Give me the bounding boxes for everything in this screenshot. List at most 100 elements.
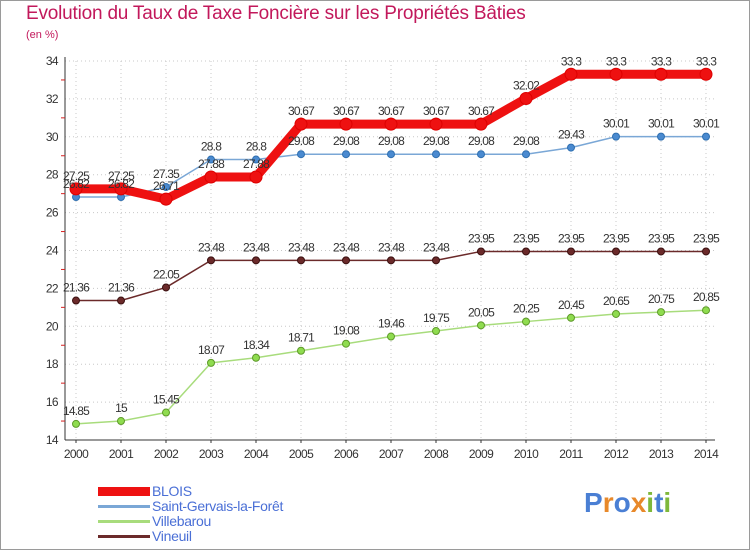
legend-label-blois: BLOIS [152, 483, 192, 499]
data-point [207, 358, 215, 367]
data-label: 23.48 [288, 240, 315, 254]
data-label: 18.07 [198, 343, 225, 357]
y-tick-label: 22 [46, 281, 59, 295]
data-label: 22.05 [153, 267, 180, 281]
data-point [252, 256, 260, 265]
data-label: 27.35 [153, 167, 180, 181]
y-tick-label: 30 [46, 130, 59, 144]
data-label: 30.67 [468, 104, 495, 118]
y-tick-label: 18 [46, 357, 59, 371]
data-label: 26.71 [153, 179, 180, 193]
data-label: 14.85 [63, 404, 90, 418]
data-point [477, 150, 485, 159]
data-point [477, 321, 485, 330]
data-label: 20.85 [693, 290, 720, 304]
y-tick-label: 24 [46, 244, 59, 258]
legend-item-blois[interactable]: BLOIS [98, 484, 283, 499]
data-point [204, 170, 218, 184]
data-label: 23.48 [423, 240, 450, 254]
data-label: 30.01 [693, 117, 720, 131]
data-label: 23.48 [243, 240, 270, 254]
logo-letter: x [630, 487, 647, 518]
data-point [252, 353, 260, 362]
logo-letter: i [663, 487, 672, 518]
data-label: 19.75 [423, 311, 450, 325]
x-tick-label: 2012 [604, 447, 629, 461]
data-point [612, 309, 620, 318]
data-point [432, 327, 440, 336]
data-label: 23.95 [468, 231, 495, 245]
data-label: 23.48 [333, 240, 360, 254]
logo-letter: r [602, 487, 614, 518]
data-point [384, 117, 398, 131]
data-label: 27.88 [243, 157, 270, 171]
data-label: 33.3 [561, 54, 582, 68]
data-label: 15.45 [153, 393, 180, 407]
data-point [297, 150, 305, 159]
data-label: 20.65 [603, 294, 630, 308]
data-point [654, 67, 668, 81]
legend-item-villebarou[interactable]: Villebarou [98, 514, 283, 529]
data-label: 19.46 [378, 317, 405, 331]
legend-item-saint-gervais[interactable]: Saint-Gervais-la-Forêt [98, 499, 283, 514]
data-label: 15 [115, 401, 128, 415]
data-label: 23.48 [378, 240, 405, 254]
data-point [567, 313, 575, 322]
data-label: 33.3 [651, 54, 672, 68]
data-label: 30.67 [288, 104, 315, 118]
data-point [72, 296, 80, 305]
x-tick-label: 2005 [289, 447, 314, 461]
data-label: 20.05 [468, 305, 495, 319]
legend-label-vineuil: Vineuil [152, 528, 192, 544]
data-label: 28.8 [246, 140, 267, 154]
x-tick-label: 2008 [424, 447, 449, 461]
data-point [522, 150, 530, 159]
data-label: 29.43 [558, 128, 585, 142]
data-point [72, 419, 80, 428]
axis-layer: 14 16 18 20 22 24 26 28 30 32 34 2000 2001 2002 2003 20… [46, 54, 720, 461]
data-label: 29.08 [513, 134, 540, 148]
data-point [519, 92, 533, 106]
data-point [117, 296, 125, 305]
data-point [432, 256, 440, 265]
y-tick-label: 14 [46, 433, 59, 447]
data-point [612, 247, 620, 256]
data-point [702, 132, 710, 141]
data-point [477, 247, 485, 256]
data-point [207, 155, 215, 164]
data-label: 29.08 [468, 134, 495, 148]
data-point [612, 132, 620, 141]
data-point [162, 408, 170, 417]
data-point [162, 183, 170, 192]
data-point [609, 67, 623, 81]
data-label: 30.67 [333, 104, 360, 118]
unit-label: (en %) [26, 29, 59, 41]
x-tick-label: 2006 [334, 447, 359, 461]
data-label: 33.3 [606, 54, 627, 68]
y-tick-label: 20 [46, 319, 59, 333]
data-point [249, 170, 263, 184]
data-point [474, 117, 488, 131]
legend-swatch-blois [98, 487, 150, 496]
data-label: 23.95 [648, 231, 675, 245]
data-point [429, 117, 443, 131]
data-point [342, 256, 350, 265]
data-point [567, 247, 575, 256]
x-tick-label: 2003 [199, 447, 224, 461]
y-tick-label: 32 [46, 92, 59, 106]
data-label: 18.71 [288, 331, 315, 345]
data-point [342, 150, 350, 159]
data-label: 23.95 [693, 231, 720, 245]
data-label: 30.67 [378, 104, 405, 118]
legend-item-vineuil[interactable]: Vineuil [98, 529, 283, 544]
data-label: 27.25 [63, 169, 90, 183]
data-label: 23.95 [603, 231, 630, 245]
data-label: 32.02 [513, 79, 540, 93]
y-tick-label: 28 [46, 168, 59, 182]
logo-letter: i [646, 487, 655, 518]
data-point [69, 182, 83, 196]
data-point [342, 339, 350, 348]
data-label: 30.01 [603, 117, 630, 131]
logo-letter: t [654, 487, 664, 518]
